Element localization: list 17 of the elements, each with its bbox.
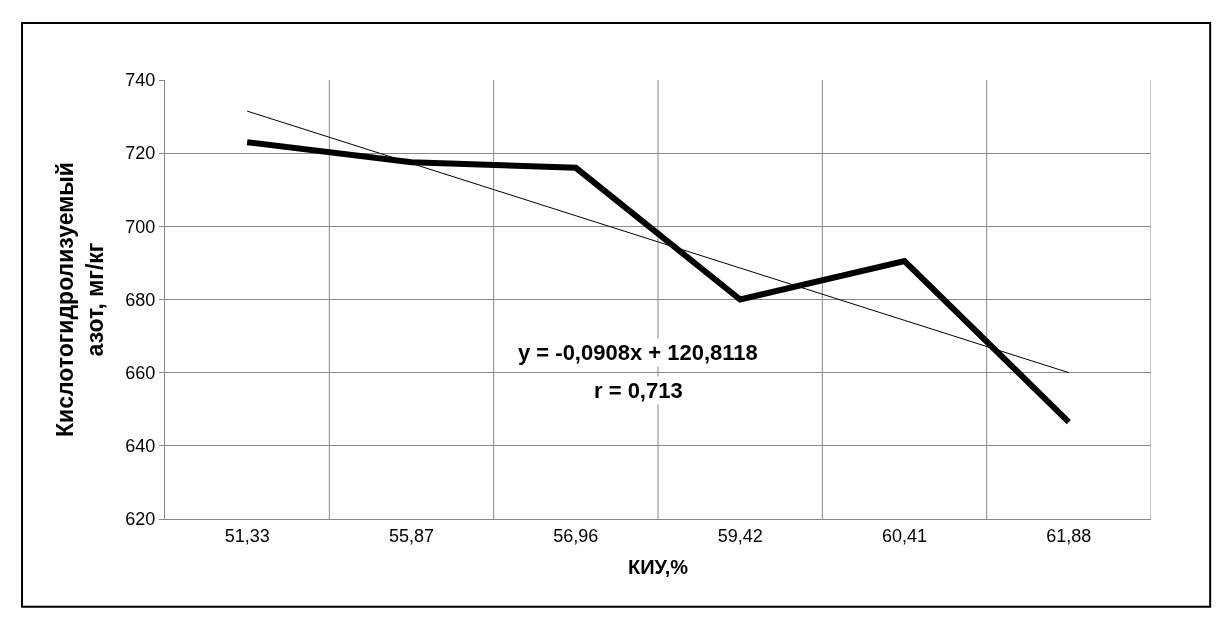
x-tick-label: 51,33 xyxy=(224,525,270,546)
y-axis-title: Кислотогидролизуемый азот, мг/кг xyxy=(51,162,108,437)
x-tick-label: 59,42 xyxy=(717,525,763,546)
x-axis-title: КИУ,% xyxy=(627,556,689,579)
y-tick-label: 660 xyxy=(125,362,156,383)
y-tick-label: 680 xyxy=(125,289,156,310)
y-tick-label: 720 xyxy=(125,143,156,164)
y-tick-label: 620 xyxy=(125,509,156,530)
annotation: r = 0,713 xyxy=(594,378,683,403)
y-tick-label: 740 xyxy=(125,70,156,91)
y-tick-label: 640 xyxy=(125,436,156,457)
x-tick-label: 55,87 xyxy=(388,525,435,546)
annotation: y = -0,0908x + 120,8118 xyxy=(518,340,758,365)
y-tick-label: 700 xyxy=(125,216,156,237)
x-tick-label: 60,41 xyxy=(881,525,928,546)
x-tick-label: 56,96 xyxy=(553,525,599,546)
x-tick-label: 61,88 xyxy=(1046,525,1092,546)
